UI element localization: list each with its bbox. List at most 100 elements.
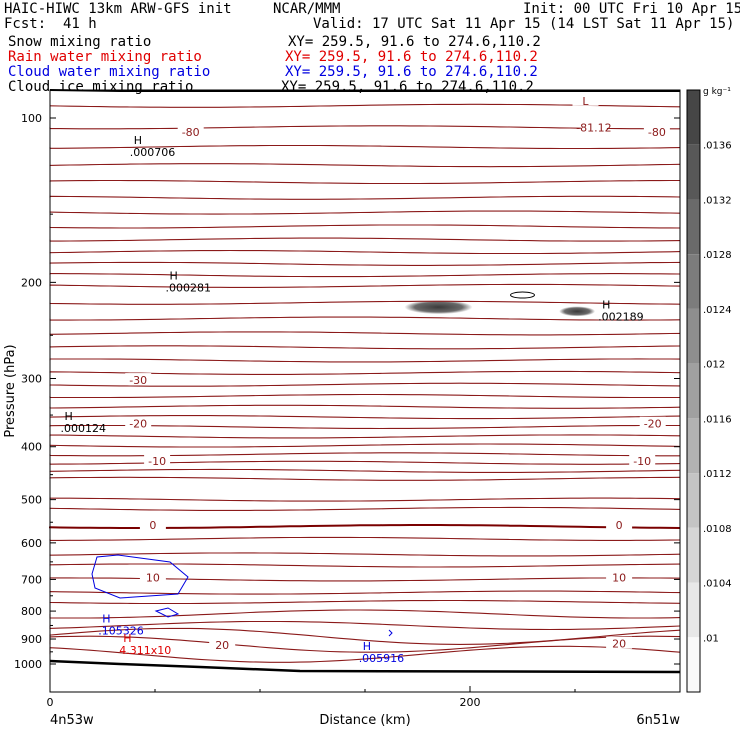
temperature-label: -80 (182, 126, 200, 139)
cloud-water-contour (388, 629, 393, 637)
maximum-marker: H (65, 410, 73, 423)
temperature-label: -81.12 (576, 121, 611, 134)
plot-org: NCAR/MMM (273, 1, 341, 17)
temperature-label: -10 (633, 455, 651, 468)
maximum-marker: H (170, 269, 178, 282)
temperature-label: -30 (129, 374, 147, 387)
temperature-label: -80 (648, 126, 666, 139)
maximum-value: .105326 (98, 624, 144, 637)
y-axis-label: Pressure (hPa) (3, 344, 18, 437)
temperature-contour-line (49, 210, 681, 215)
temperature-contour-line (49, 316, 681, 321)
temperature-contour-line (49, 635, 681, 653)
colorbar-tick-label: .0124 (703, 305, 732, 316)
temperature-contour-line (49, 443, 681, 448)
label-bg (606, 636, 633, 649)
y-tick-label: 100 (21, 112, 42, 125)
temperature-contour-line (49, 358, 681, 363)
temperature-contour-line (49, 273, 681, 278)
temperature-contour-line (49, 434, 681, 439)
temperature-contour-line (49, 237, 681, 242)
temperature-contour-line (49, 179, 680, 185)
label-bg (572, 93, 599, 106)
colorbar-tick-label: .0108 (703, 524, 732, 535)
label-bg (580, 120, 607, 133)
temperature-label: 10 (612, 571, 626, 584)
temperature-label: L (582, 95, 589, 108)
colorbar-tick-label: .012 (703, 360, 725, 371)
snow-contour (510, 291, 535, 299)
x-axis-label: Distance (km) (319, 713, 410, 728)
temperature-label: -20 (644, 418, 662, 431)
colorbar-swatch (687, 527, 700, 583)
valid-time: Valid: 17 UTC Sat 11 Apr 15 (14 LST Sat … (313, 16, 735, 32)
colorbar-tick-label: .01 (703, 633, 719, 644)
colorbar-swatch (687, 199, 700, 255)
colorbar-swatch (687, 582, 700, 638)
temperature-label: -20 (129, 418, 147, 431)
field-name-cloud-water: Cloud water mixing ratio (8, 64, 211, 80)
colorbar-swatch (687, 418, 700, 474)
y-tick-label: 500 (21, 494, 42, 507)
temperature-contour-line (49, 404, 681, 409)
colorbar-tick-label: .0104 (703, 579, 732, 590)
temperature-contour-line (49, 645, 681, 663)
maximum-value: .000706 (130, 146, 176, 159)
y-tick-label: 900 (21, 633, 42, 646)
init-time: Init: 00 UTC Fri 10 Apr 15 (523, 1, 740, 17)
temperature-label: 20 (612, 638, 626, 651)
label-bg (177, 124, 204, 137)
fcst-label: Fcst: (4, 16, 47, 32)
y-tick-label: 600 (21, 537, 42, 550)
label-bg (639, 416, 666, 429)
temperature-contour-line (49, 590, 681, 595)
plot-frame (49, 89, 701, 693)
field-name-rain: Rain water mixing ratio (8, 49, 202, 65)
temperature-contour-line (49, 125, 680, 130)
background-layer (404, 291, 596, 317)
label-bg (606, 518, 633, 531)
colorbar-tick-label: .0112 (703, 469, 732, 480)
ice-mixing-ratio-shading (404, 300, 473, 315)
colorbar-swatch (687, 308, 700, 364)
temperature-contour-line (49, 415, 681, 420)
y-tick-label: 1000 (14, 658, 42, 671)
temperature-contour-line (49, 552, 681, 557)
maximum-marker: H (102, 612, 110, 625)
x-tick-label: 200 (460, 696, 481, 709)
colorbar-swatch (687, 144, 700, 200)
label-bg (125, 373, 152, 386)
maximum-marker: H (134, 134, 142, 147)
colorbar-tick-label: .0128 (703, 250, 732, 261)
cloud-water-contour (91, 554, 189, 599)
terrain-line (49, 659, 681, 674)
maximum-marker: H (602, 298, 610, 311)
field-xy-rain: XY= 259.5, 91.6 to 274.6,110.2 (285, 49, 538, 65)
maximum-value: .000124 (61, 422, 107, 435)
temperature-contour-line (49, 163, 681, 168)
label-bg (125, 416, 152, 429)
temperature-label: 0 (149, 519, 156, 532)
temperature-contour-line (49, 249, 681, 255)
temperature-contour-line (49, 382, 681, 387)
temperature-label: 0 (616, 519, 623, 532)
temperature-label: 20 (215, 639, 229, 652)
colorbar-tick-label: .0116 (703, 414, 732, 425)
cloud-water-contour (154, 607, 180, 618)
label-bg (144, 454, 171, 467)
temperature-contour-line (49, 506, 681, 511)
colorbar-tick-label: .0132 (703, 195, 732, 206)
maximum-value: .002189 (598, 310, 644, 323)
temperature-contour-line (49, 476, 681, 481)
y-tick-label: 800 (21, 605, 42, 618)
temperature-contour-line (49, 144, 681, 150)
maximum-value: 4.311x10 (119, 644, 171, 657)
label-bg (139, 518, 166, 531)
colorbar-swatch (687, 637, 700, 692)
x-endpoint-start: 4n53w (50, 713, 94, 728)
colorbar-swatch (687, 363, 700, 419)
x-tick-label: 0 (47, 696, 54, 709)
temperature-contour-line (49, 224, 681, 229)
